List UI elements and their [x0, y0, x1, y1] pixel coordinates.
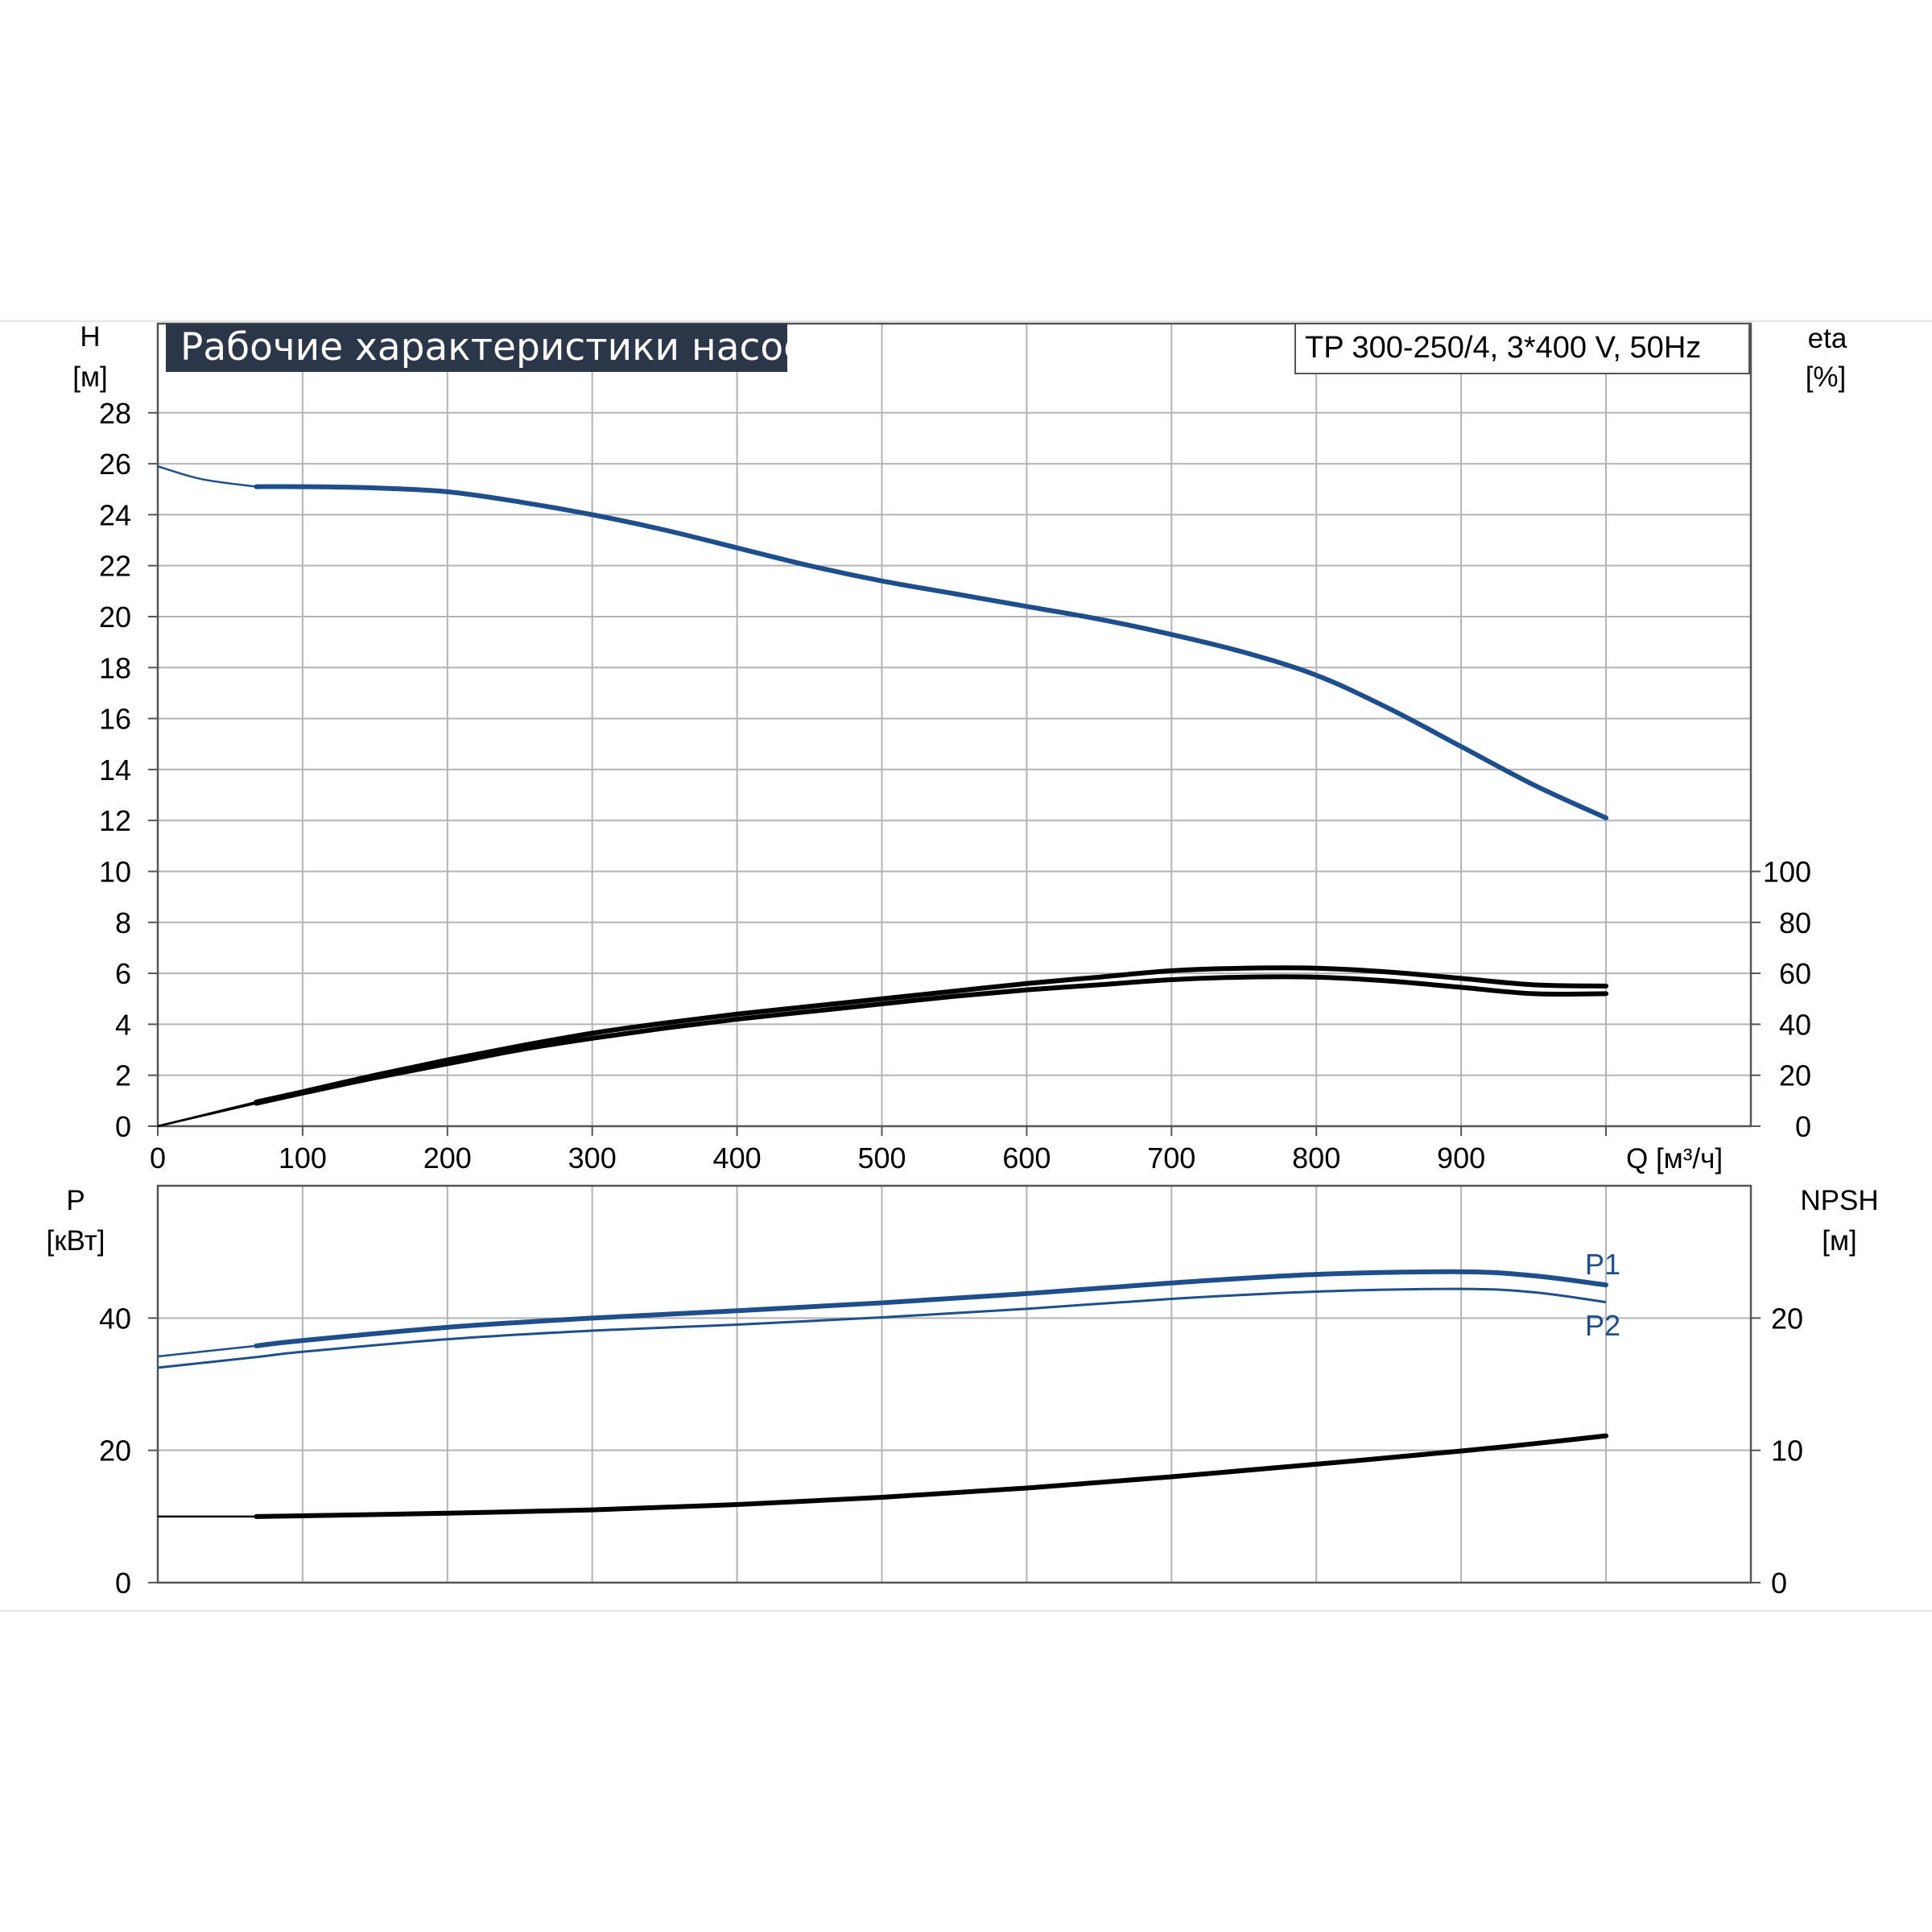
h-axis-unit: [м]: [72, 361, 108, 393]
h-tick-label: 14: [99, 753, 131, 786]
h-tick-label: 6: [115, 957, 131, 990]
h-tick-label: 4: [115, 1008, 131, 1041]
p1-curve-label: P1: [1585, 1248, 1620, 1281]
npsh-curve: [254, 1433, 1608, 1519]
eta-tick-label: 20: [1779, 1059, 1811, 1092]
q-tick-label: 200: [423, 1141, 472, 1174]
efficiency-curve-pump-lead: [157, 1100, 257, 1128]
q-tick-label: 600: [1002, 1141, 1051, 1174]
head-curve: [254, 484, 1608, 821]
q-tick-label: 500: [857, 1141, 906, 1174]
npsh-tick-label: 0: [1771, 1567, 1787, 1600]
model-label: TP 300-250/4, 3*400 V, 50Hz: [1305, 331, 1701, 365]
eta-tick-label: 40: [1779, 1008, 1811, 1041]
npsh-tick-label: 10: [1771, 1435, 1803, 1468]
h-axis-label: H: [80, 321, 100, 353]
eta-tick-label: 0: [1795, 1110, 1811, 1143]
h-tick-label: 8: [115, 906, 131, 939]
eta-tick-label: 60: [1779, 957, 1811, 990]
h-tick-label: 20: [99, 601, 131, 634]
q-tick-label: 0: [150, 1141, 166, 1174]
top-grid: [158, 324, 1751, 1126]
npsh-tick-label: 20: [1771, 1302, 1803, 1335]
h-tick-label: 10: [99, 855, 131, 888]
eta-tick-label: 80: [1779, 906, 1811, 939]
eta-tick-label: 100: [1763, 855, 1811, 888]
p2-curve-label: P2: [1585, 1309, 1620, 1342]
p-tick-label: 20: [99, 1435, 131, 1468]
q-tick-label: 100: [279, 1141, 327, 1174]
h-tick-label: 22: [99, 550, 131, 583]
q-tick-label: 400: [713, 1141, 762, 1174]
h-tick-label: 0: [115, 1110, 131, 1143]
q-tick-label: 900: [1437, 1141, 1485, 1174]
head-curve-lead: [157, 465, 257, 488]
p-tick-label: 0: [115, 1567, 131, 1600]
bottom-plot-frame: [156, 1184, 1752, 1584]
p1-power-curve-lead: [157, 1344, 257, 1358]
npsh-axis-label: NPSH: [1800, 1185, 1878, 1216]
h-tick-label: 2: [115, 1059, 131, 1092]
h-tick-label: 24: [99, 498, 131, 531]
q-tick-label: 300: [568, 1141, 617, 1174]
title-box: [166, 324, 787, 372]
top-plot-frame: [156, 322, 1752, 1128]
h-tick-label: 18: [99, 651, 131, 684]
bottom-ticks: 0 20 40 0 10 20: [99, 1302, 1803, 1600]
model-box: [1294, 323, 1750, 374]
eta-axis-unit: [%]: [1806, 361, 1847, 393]
q-tick-label: 800: [1292, 1141, 1340, 1174]
npsh-axis-unit: [м]: [1822, 1225, 1857, 1257]
q-tick-label: 700: [1147, 1141, 1195, 1174]
chart-title: Рабочие характеристики насоса: [180, 325, 828, 369]
p2-power-curve: [157, 1287, 1607, 1369]
bottom-grid: [158, 1186, 1751, 1583]
efficiency-curve-pump: [254, 965, 1608, 1104]
h-tick-label: 12: [99, 804, 131, 837]
curves: [157, 465, 1608, 1519]
h-tick-label: 16: [99, 703, 131, 736]
p-tick-label: 40: [99, 1302, 131, 1335]
efficiency-curve-total: [254, 974, 1608, 1106]
h-tick-label: 28: [99, 397, 131, 430]
q-axis-label: Q [м³/ч]: [1626, 1143, 1723, 1174]
p-axis-label: P: [66, 1185, 85, 1216]
eta-axis-label: eta: [1808, 323, 1847, 354]
h-tick-label: 26: [99, 448, 131, 481]
p-axis-unit: [кВт]: [47, 1225, 105, 1257]
p1-power-curve: [254, 1269, 1608, 1348]
